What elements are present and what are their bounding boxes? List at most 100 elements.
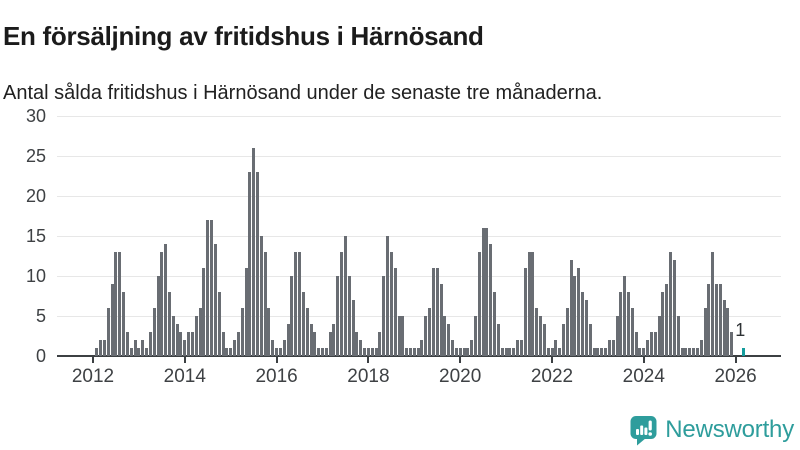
bar bbox=[145, 348, 149, 356]
bar bbox=[313, 332, 317, 356]
bar bbox=[516, 340, 520, 356]
bar bbox=[730, 332, 734, 356]
bar bbox=[347, 276, 351, 356]
x-axis-tick bbox=[367, 357, 370, 363]
bar bbox=[363, 348, 367, 356]
bar bbox=[183, 340, 187, 356]
bar bbox=[129, 348, 133, 356]
bar bbox=[519, 340, 523, 356]
bar bbox=[252, 148, 256, 356]
bar bbox=[294, 252, 298, 356]
bar bbox=[592, 348, 596, 356]
gridline bbox=[57, 276, 781, 277]
bar bbox=[695, 348, 699, 356]
bar bbox=[416, 348, 420, 356]
bar bbox=[309, 324, 313, 356]
bar bbox=[336, 276, 340, 356]
bar bbox=[355, 332, 359, 356]
bar bbox=[703, 308, 707, 356]
bar bbox=[248, 172, 252, 356]
bar bbox=[198, 308, 202, 356]
bar bbox=[370, 348, 374, 356]
bar bbox=[324, 348, 328, 356]
bar bbox=[221, 332, 225, 356]
x-axis-tick bbox=[183, 357, 186, 363]
bar bbox=[133, 340, 137, 356]
bar bbox=[168, 292, 171, 356]
bar bbox=[340, 252, 344, 356]
bar bbox=[286, 324, 290, 356]
bar bbox=[217, 292, 221, 356]
gridline bbox=[57, 116, 781, 117]
bar bbox=[466, 348, 470, 356]
bar bbox=[447, 324, 451, 356]
bar bbox=[95, 348, 99, 356]
bar bbox=[374, 348, 378, 356]
bar bbox=[389, 252, 393, 356]
bar bbox=[366, 348, 370, 356]
bar bbox=[156, 276, 160, 356]
newsworthy-logo[interactable]: Newsworthy bbox=[629, 414, 794, 446]
bar bbox=[240, 308, 244, 356]
bar bbox=[401, 316, 405, 356]
bar bbox=[508, 348, 512, 356]
bar bbox=[665, 284, 669, 356]
bar bbox=[512, 348, 516, 356]
bar bbox=[539, 316, 543, 356]
bar bbox=[225, 348, 229, 356]
newsworthy-logo-text: Newsworthy bbox=[665, 416, 794, 443]
bar bbox=[619, 292, 623, 356]
chart-subtitle: Antal sålda fritidshus i Härnösand under… bbox=[3, 82, 603, 104]
bar bbox=[542, 324, 546, 356]
x-axis-tick-label: 2016 bbox=[255, 366, 298, 387]
bar bbox=[688, 348, 692, 356]
x-axis-tick bbox=[459, 357, 462, 363]
bar bbox=[431, 268, 435, 356]
bar bbox=[328, 332, 332, 356]
bar bbox=[202, 268, 206, 356]
x-axis-tick bbox=[92, 357, 94, 363]
bar bbox=[634, 332, 638, 356]
bar bbox=[623, 276, 627, 356]
bar bbox=[493, 292, 497, 356]
bar bbox=[607, 340, 611, 356]
bar bbox=[148, 332, 152, 356]
bar bbox=[301, 292, 305, 356]
bar bbox=[428, 308, 432, 356]
bar bbox=[680, 348, 684, 356]
bar bbox=[569, 260, 573, 356]
bar bbox=[692, 348, 696, 356]
bar bbox=[118, 252, 122, 356]
bar bbox=[669, 252, 673, 356]
bar bbox=[420, 340, 424, 356]
bar bbox=[187, 332, 191, 356]
bar bbox=[175, 324, 179, 356]
bar bbox=[451, 340, 455, 356]
bar bbox=[160, 252, 164, 356]
bar bbox=[233, 340, 237, 356]
bar bbox=[638, 348, 642, 356]
y-axis-tick-label: 15 bbox=[25, 226, 46, 246]
bar bbox=[125, 332, 129, 356]
bar bbox=[179, 332, 183, 356]
bar bbox=[474, 316, 477, 356]
page-title: En försäljning av fritidshus i Härnösand bbox=[3, 21, 484, 52]
bar bbox=[171, 316, 175, 356]
bar bbox=[210, 220, 214, 356]
bar bbox=[317, 348, 321, 356]
x-axis-tick bbox=[275, 357, 278, 363]
bar bbox=[485, 228, 489, 356]
bar bbox=[565, 308, 569, 356]
bar bbox=[152, 308, 156, 356]
bar bbox=[122, 292, 126, 356]
gridline bbox=[57, 236, 781, 237]
bar bbox=[611, 340, 615, 356]
bar bbox=[676, 316, 680, 356]
y-axis-tick-label: 30 bbox=[25, 106, 46, 126]
bar bbox=[298, 252, 302, 356]
bar bbox=[454, 348, 458, 356]
bar bbox=[535, 308, 539, 356]
bar bbox=[206, 220, 210, 356]
bar bbox=[642, 348, 646, 356]
